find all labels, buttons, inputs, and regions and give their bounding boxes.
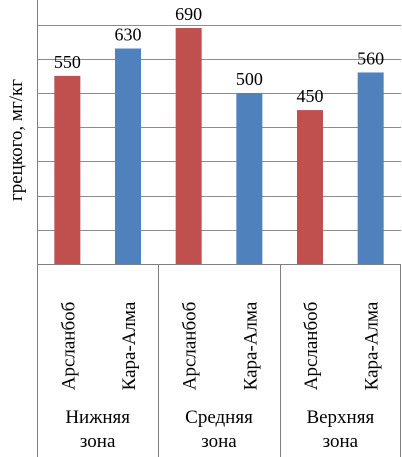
bar [236,92,263,264]
labels-layer: 550 Арсланбоб 630 Кара-Алма Нижняя зона 690 Арс… [54,4,384,452]
bar [357,72,384,264]
bar [175,28,202,264]
category-label: Арсланбоб [180,302,201,391]
category-label: Арсланбоб [58,302,79,391]
data-label: 500 [236,69,263,89]
gridlines [37,25,401,231]
axes [37,0,401,457]
category-label: Кара-Алма [240,301,261,390]
y-axis-label: грецкого, мг/кг [6,79,27,201]
group-label: Средняя [185,407,253,428]
bar [54,75,81,264]
data-label: 560 [357,48,384,68]
bars-layer [54,28,384,264]
group-label: зона [80,431,116,452]
data-label: 630 [115,25,142,45]
data-label: 450 [297,86,324,106]
bar [297,110,323,264]
group-label: Нижняя [65,407,130,428]
group-label: Верхняя [306,407,374,428]
data-label: 690 [175,4,202,24]
bar [115,48,141,264]
category-label: Кара-Алма [119,301,140,390]
group-label: зона [323,431,359,452]
category-label: Кара-Алма [362,301,383,390]
category-label: Арсланбоб [301,302,322,391]
data-label: 550 [54,52,81,72]
group-label: зона [201,431,237,452]
